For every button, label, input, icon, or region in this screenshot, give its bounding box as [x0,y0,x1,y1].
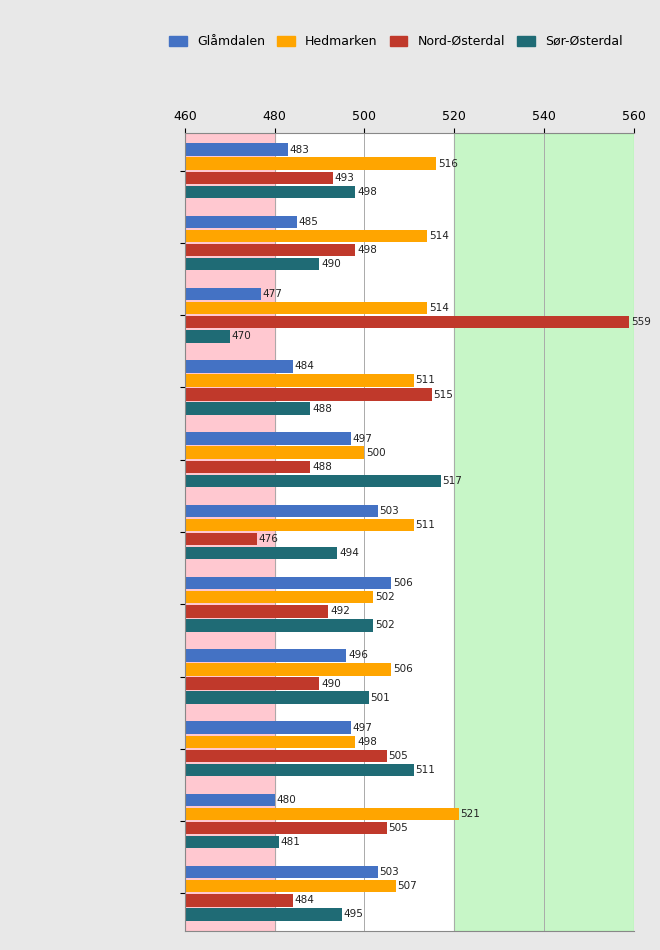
Text: 511: 511 [416,765,436,775]
Text: 484: 484 [294,361,314,371]
Bar [185,908,342,921]
Bar [185,836,279,848]
Text: 511: 511 [416,375,436,386]
Text: 515: 515 [434,390,453,400]
Bar [185,519,414,531]
Bar [185,750,387,762]
Text: 516: 516 [438,159,458,169]
Bar [185,302,427,314]
Bar [185,619,374,632]
Text: 492: 492 [330,606,350,617]
Bar [185,257,319,271]
Bar [185,880,396,892]
Bar [185,822,387,834]
Text: 505: 505 [389,750,409,761]
Bar [185,735,355,748]
Text: 506: 506 [393,664,412,674]
Text: 497: 497 [352,433,372,444]
Text: 494: 494 [339,548,359,559]
Bar [185,692,369,704]
Text: 514: 514 [429,231,449,241]
Text: 477: 477 [263,289,282,299]
Text: 498: 498 [357,245,377,255]
Bar [185,374,414,387]
Bar [185,288,261,300]
Text: 493: 493 [335,173,354,182]
Bar [185,577,391,589]
Text: 481: 481 [281,837,301,847]
Bar [185,605,329,618]
Bar [185,389,432,401]
Bar [185,547,337,560]
Text: 484: 484 [294,895,314,905]
Text: 488: 488 [312,462,332,472]
Bar [185,230,427,242]
Text: 495: 495 [344,909,364,920]
Text: 490: 490 [321,678,341,689]
Bar [185,331,230,343]
Text: 506: 506 [393,579,412,588]
Text: 498: 498 [357,736,377,747]
Text: 490: 490 [321,259,341,269]
Bar [185,158,436,170]
Bar [185,677,319,690]
Bar [185,133,275,931]
Bar [185,446,364,459]
Text: 483: 483 [290,144,310,155]
Bar [185,663,391,675]
Bar [185,461,310,473]
Bar [185,764,414,776]
Bar [185,185,355,198]
Text: 470: 470 [232,332,251,341]
Bar [185,808,459,820]
Text: 507: 507 [397,882,417,891]
Text: 501: 501 [371,693,390,703]
Bar [454,133,634,931]
Text: 521: 521 [461,809,480,819]
Bar [185,793,275,807]
Bar [185,360,292,372]
Text: 497: 497 [352,723,372,732]
Text: 503: 503 [379,505,399,516]
Text: 517: 517 [442,476,462,485]
Text: 503: 503 [379,867,399,877]
Text: 559: 559 [631,317,651,328]
Bar [185,894,292,906]
Text: 488: 488 [312,404,332,413]
Bar [185,504,378,517]
Legend: Glåmdalen, Hedmarken, Nord-Østerdal, Sør-Østerdal: Glåmdalen, Hedmarken, Nord-Østerdal, Sør… [164,30,628,53]
Bar [185,591,374,603]
Text: 502: 502 [375,592,395,602]
Bar [185,316,629,329]
Text: 476: 476 [259,534,279,544]
Text: 480: 480 [277,795,296,805]
Bar [185,721,351,733]
Bar [185,244,355,256]
Bar [185,216,297,228]
Text: 496: 496 [348,651,368,660]
Bar [185,403,310,415]
Text: 514: 514 [429,303,449,314]
Text: 500: 500 [366,447,385,458]
Bar [185,649,346,661]
Text: 511: 511 [416,520,436,530]
Bar [185,475,441,487]
Text: 505: 505 [389,823,409,833]
Bar [185,172,333,184]
Text: 502: 502 [375,620,395,631]
Text: 485: 485 [299,217,319,227]
Bar [185,143,288,156]
Bar [185,533,257,545]
Bar [185,866,378,879]
Bar [185,432,351,445]
Text: 498: 498 [357,187,377,197]
